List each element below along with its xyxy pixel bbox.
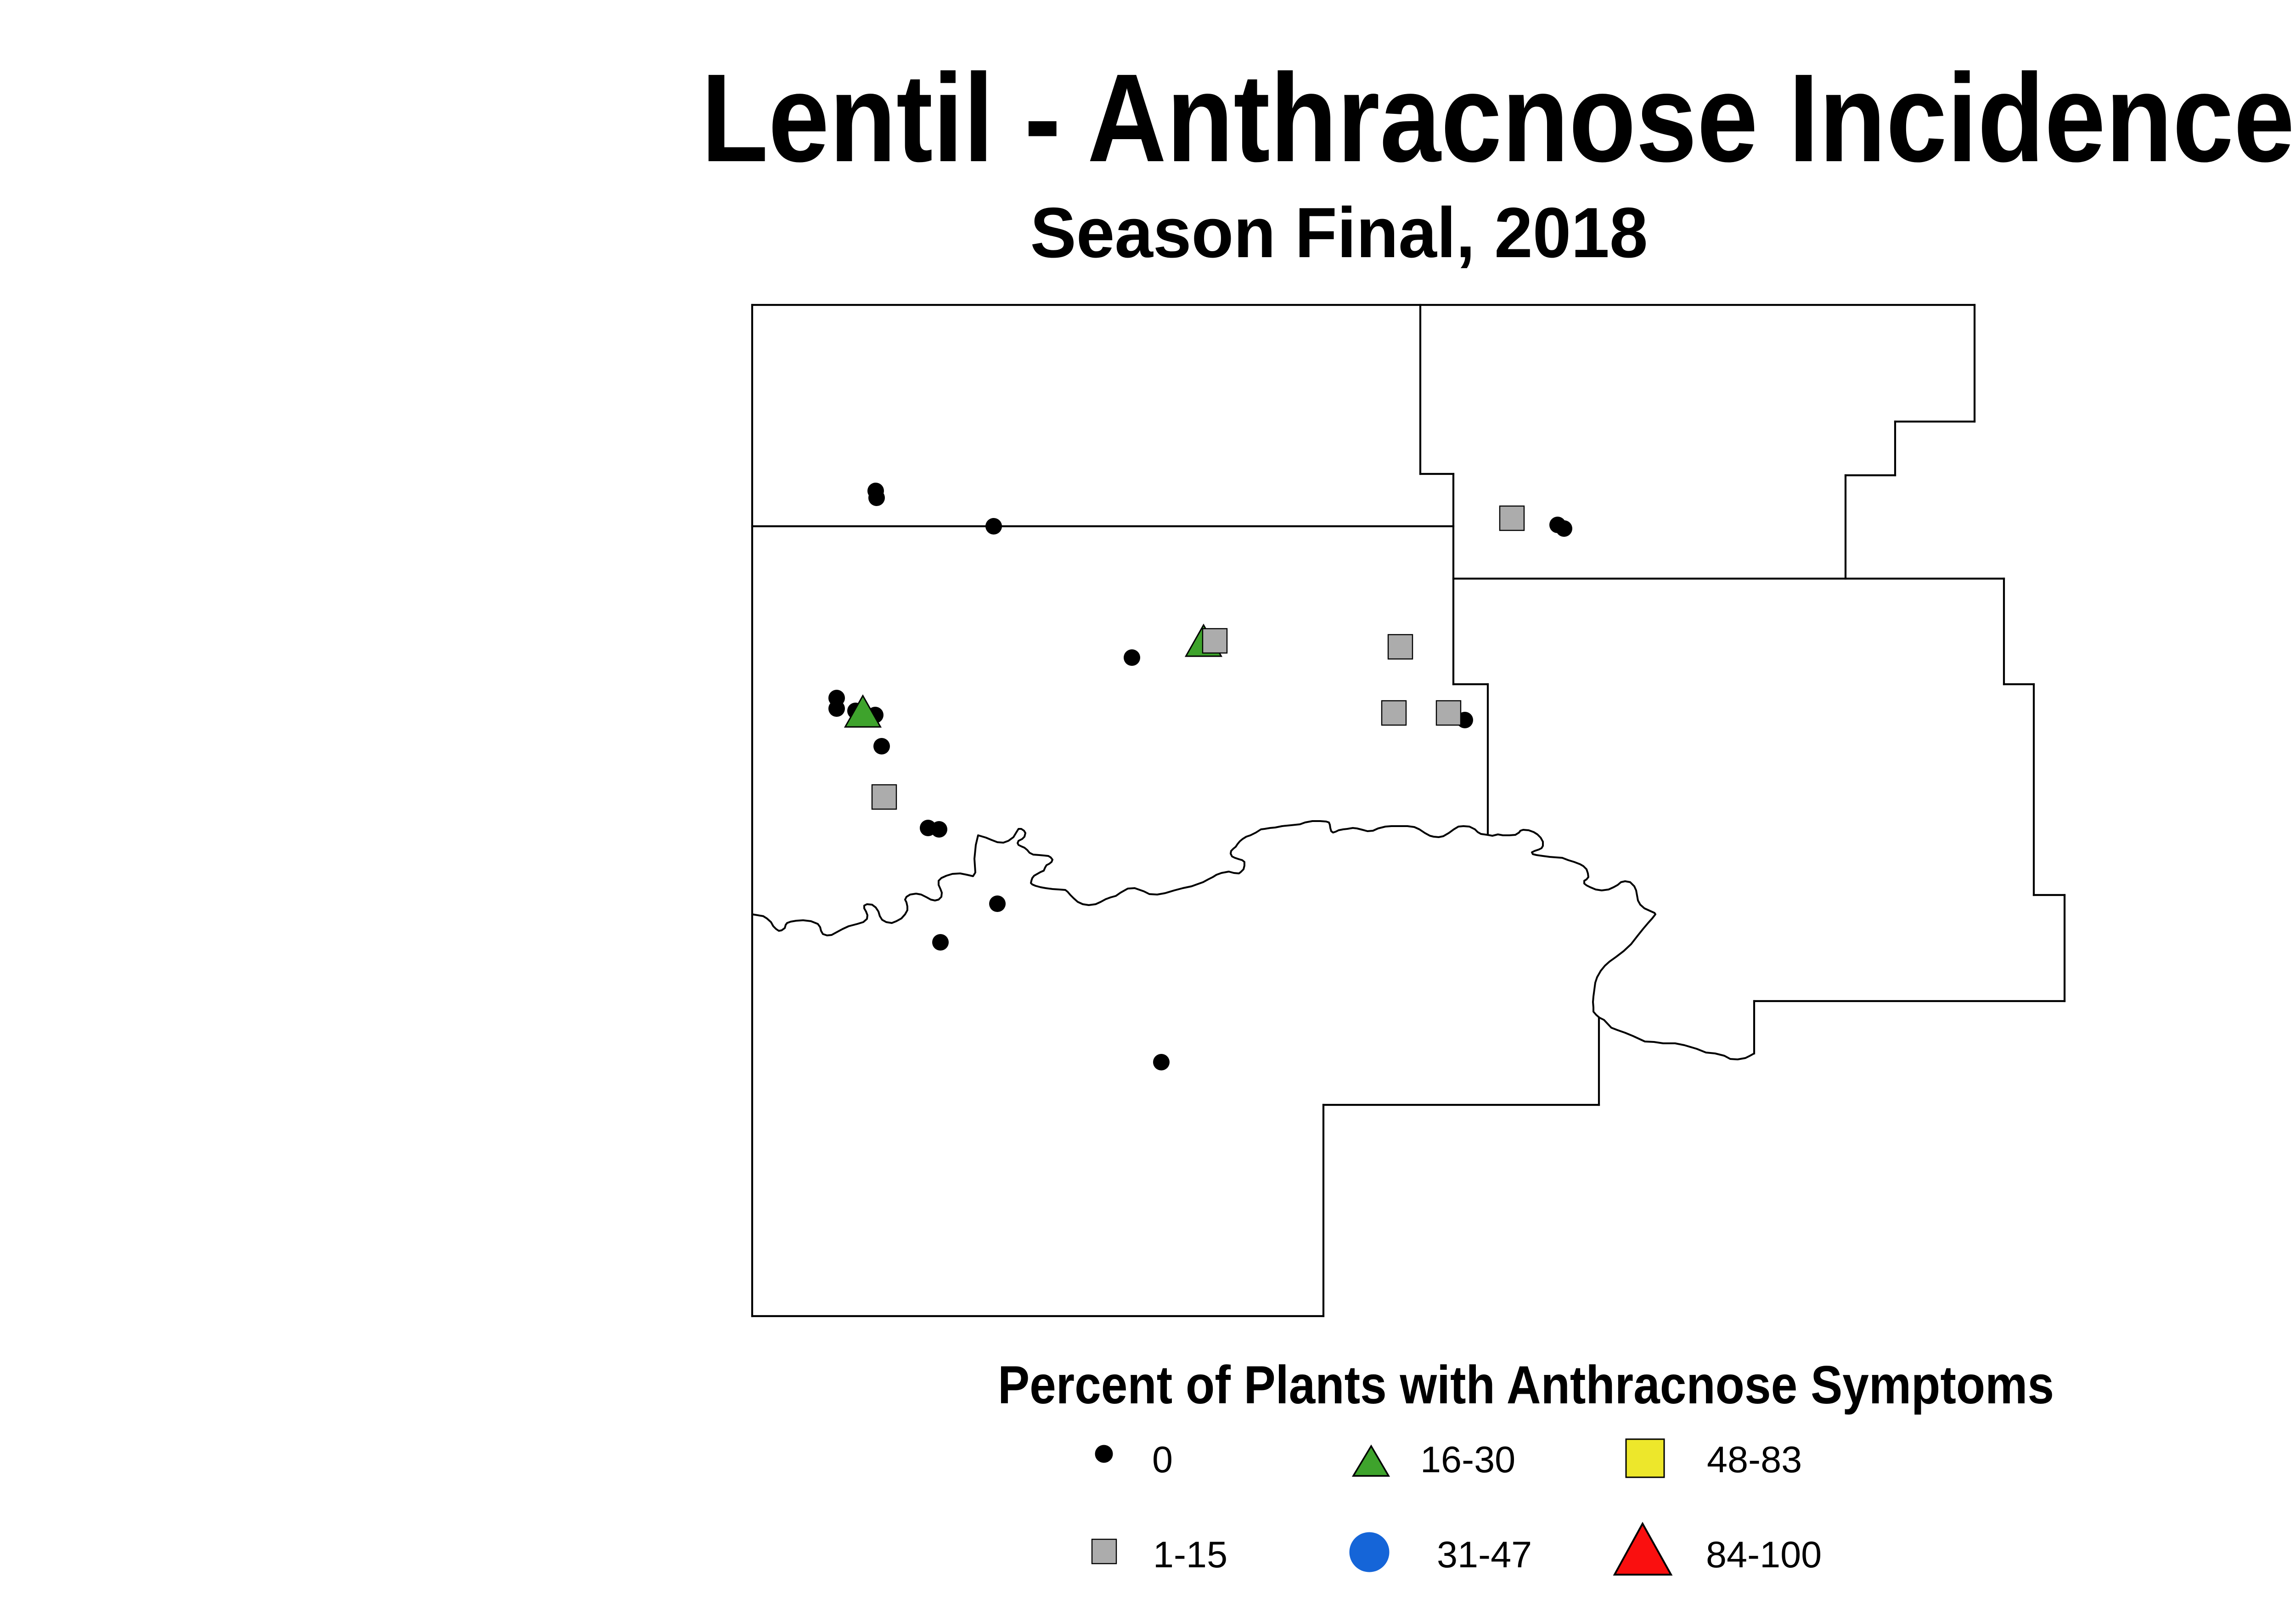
svg-text:Lentil - Anthracnose Incidence: Lentil - Anthracnose Incidence [701,48,2295,188]
svg-text:1-15: 1-15 [1153,1534,1227,1576]
svg-text:0: 0 [1152,1439,1173,1481]
svg-text:31-47: 31-47 [1437,1534,1532,1576]
svg-text:84-100: 84-100 [1706,1534,1822,1576]
svg-text:Season Final, 2018: Season Final, 2018 [1030,193,1648,272]
svg-text:48-83: 48-83 [1707,1439,1802,1481]
svg-text:16-30: 16-30 [1420,1439,1515,1481]
svg-text:Percent of Plants with Anthrac: Percent of Plants with Anthracnose Sympt… [998,1355,2054,1415]
